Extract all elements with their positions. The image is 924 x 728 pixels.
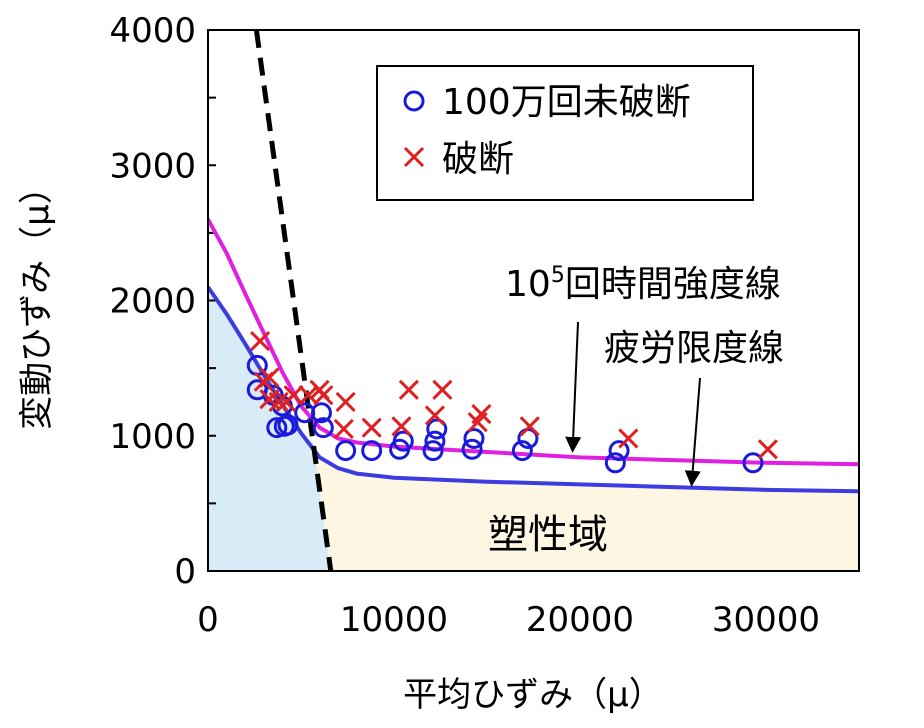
- x-tick-label: 20000: [526, 600, 634, 640]
- plastic-region: [313, 442, 859, 571]
- unbroken-point: [361, 440, 383, 462]
- broken-point: [391, 416, 412, 437]
- unbroken-point: [608, 440, 630, 462]
- y-tick-labels: 0 1000 2000 3000 4000: [109, 11, 196, 592]
- broken-point: [361, 417, 382, 438]
- fatigue-limit-line-arrow: [684, 377, 701, 487]
- unbroken-point: [277, 414, 299, 436]
- time-strength-line-arrow: [565, 321, 582, 453]
- unbroken-point: [511, 440, 533, 462]
- unbroken-point: [312, 417, 334, 439]
- unbroken-point: [424, 430, 446, 452]
- time-strength-label-base: 10: [505, 264, 551, 305]
- unbroken-point: [422, 440, 444, 462]
- time-strength-label-rest: 回時間強度線: [565, 264, 781, 305]
- legend-label-broken: 破断: [442, 139, 514, 180]
- unbroken-point: [461, 438, 483, 460]
- fatigue-limit-line-label: 疲労限度線: [604, 328, 784, 369]
- legend-label-unbroken: 100万回未破断: [442, 82, 691, 123]
- plastic-region-label: 塑性域: [488, 512, 608, 558]
- legend: 100万回未破断 破断: [376, 65, 754, 201]
- y-tick-label: 1000: [109, 417, 196, 457]
- x-tick-label: 0: [197, 600, 219, 640]
- unbroken-point: [392, 430, 414, 452]
- broken-point: [283, 385, 304, 406]
- broken-point: [333, 418, 354, 440]
- legend-circle-marker: [403, 90, 425, 112]
- legend-box: [376, 65, 754, 201]
- broken-point: [259, 367, 280, 388]
- unbroken-point: [604, 452, 626, 474]
- broken-point: [432, 379, 453, 400]
- broken-point: [757, 439, 778, 460]
- curves: [208, 30, 859, 571]
- y-axis-title: 変動ひずみ（μ）: [17, 170, 57, 430]
- time-strength-label-sup: 5: [551, 263, 565, 288]
- x-tick-label: 10000: [340, 600, 448, 640]
- unbroken-point: [742, 452, 764, 474]
- broken-point: [250, 331, 271, 352]
- fatigue-limit-line: [208, 285, 859, 494]
- y-tick-label: 0: [174, 552, 196, 592]
- unbroken-point: [426, 418, 448, 440]
- broken-point: [424, 405, 445, 426]
- y-tick-label: 4000: [109, 11, 196, 51]
- broken-point: [313, 385, 334, 406]
- x-axis-title: 平均ひずみ（μ）: [403, 675, 663, 715]
- time-strength-line-label: 105回時間強度線: [505, 263, 781, 305]
- time-strength-line: [208, 218, 859, 467]
- y-tick-label: 3000: [109, 146, 196, 186]
- data-points: [246, 331, 778, 474]
- broken-point: [471, 404, 492, 425]
- legend-cross-marker: [403, 146, 425, 168]
- broken-point: [618, 428, 639, 449]
- broken-point: [398, 379, 419, 400]
- y-tick-label: 2000: [109, 282, 196, 322]
- unbroken-point: [310, 402, 332, 424]
- broken-point: [519, 416, 540, 437]
- x-tick-labels: 0 10000 20000 30000: [197, 600, 820, 640]
- broken-point: [268, 391, 289, 412]
- x-tick-label: 30000: [712, 600, 820, 640]
- broken-point: [298, 385, 319, 406]
- boundary-dashed-line: [253, 30, 334, 571]
- broken-point: [335, 391, 356, 412]
- unbroken-point: [463, 427, 485, 449]
- plot-frame: [207, 29, 860, 572]
- unbroken-point: [335, 440, 357, 462]
- unbroken-point: [266, 417, 288, 439]
